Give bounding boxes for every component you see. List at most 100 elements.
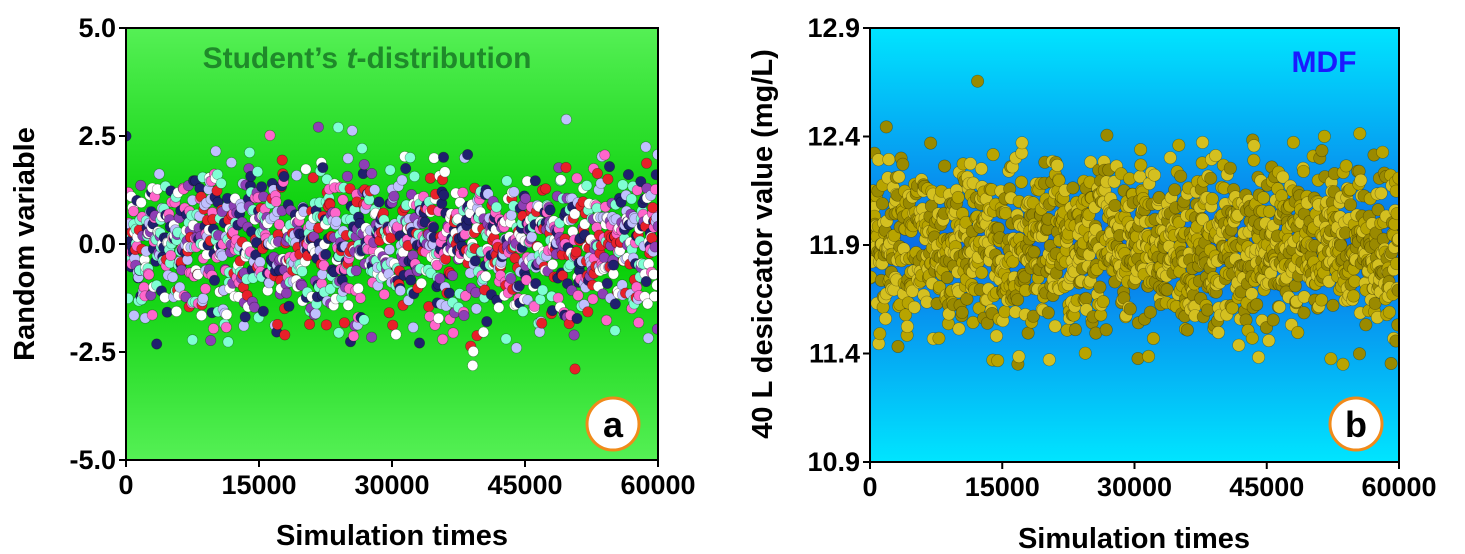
data-point: [248, 301, 260, 313]
x-tick-label: 15000: [221, 470, 296, 500]
chart-title-b: MDF: [1292, 46, 1357, 79]
data-point: [572, 289, 584, 301]
data-point: [1344, 198, 1358, 212]
data-point: [1096, 295, 1110, 309]
data-point: [437, 333, 449, 345]
data-point: [951, 190, 965, 204]
data-point: [221, 309, 233, 321]
data-point: [517, 305, 529, 317]
data-point: [648, 268, 658, 280]
data-point: [601, 277, 613, 289]
data-point: [239, 311, 251, 323]
data-point: [404, 152, 416, 164]
data-point: [510, 342, 522, 354]
data-point: [413, 337, 425, 349]
data-point: [513, 280, 525, 292]
data-point: [1315, 293, 1329, 307]
data-point: [1391, 318, 1399, 332]
data-point: [529, 175, 541, 187]
data-point: [873, 327, 887, 341]
data-point: [986, 148, 1000, 162]
data-point: [387, 319, 399, 331]
data-point: [135, 179, 147, 191]
data-point: [366, 331, 378, 343]
data-point: [460, 290, 472, 302]
data-point: [924, 136, 938, 150]
data-point: [462, 149, 474, 161]
y-axis-label-a: Random variable: [9, 127, 41, 361]
data-point: [321, 173, 333, 185]
data-point: [1142, 349, 1156, 363]
data-point: [254, 256, 266, 268]
data-point: [1042, 353, 1056, 367]
data-point: [1273, 300, 1287, 314]
data-point: [215, 177, 227, 189]
data-point: [153, 168, 165, 180]
data-point: [963, 157, 977, 171]
data-point: [350, 265, 362, 277]
data-point: [356, 143, 368, 155]
data-point: [907, 300, 921, 314]
data-point: [373, 196, 385, 208]
data-point: [378, 288, 390, 300]
data-point: [434, 272, 446, 284]
data-point: [208, 323, 220, 335]
data-point: [212, 168, 224, 180]
data-point: [1015, 136, 1029, 150]
data-point: [1247, 139, 1261, 153]
data-point: [641, 157, 653, 169]
data-point: [560, 162, 572, 174]
data-point: [458, 309, 470, 321]
data-point: [271, 318, 283, 330]
x-tick-label: 45000: [1229, 472, 1304, 502]
data-point: [537, 284, 549, 296]
data-point: [891, 339, 905, 353]
data-point: [875, 197, 889, 211]
data-point: [273, 219, 285, 231]
data-point: [971, 74, 985, 88]
data-point: [291, 170, 303, 182]
data-point: [1143, 305, 1157, 319]
data-point: [1252, 350, 1266, 364]
data-point: [1257, 191, 1271, 205]
data-point: [1245, 287, 1259, 301]
data-point: [1354, 173, 1368, 187]
data-point: [635, 176, 647, 188]
data-point: [1291, 325, 1305, 339]
data-point: [1148, 168, 1162, 182]
data-point: [607, 259, 619, 271]
data-point: [1353, 127, 1367, 141]
y-tick-label: 10.9: [807, 447, 860, 477]
data-point: [244, 147, 256, 159]
data-point: [390, 328, 402, 340]
data-point: [135, 197, 147, 209]
data-point: [940, 271, 954, 285]
data-point: [446, 270, 458, 282]
data-point: [428, 152, 440, 164]
data-point: [1026, 309, 1040, 323]
data-point: [1368, 296, 1382, 310]
data-point: [165, 250, 177, 262]
data-point: [1174, 169, 1188, 183]
data-point: [1079, 291, 1093, 305]
x-tick-label: 15000: [965, 472, 1040, 502]
data-point: [530, 278, 542, 290]
data-point: [384, 244, 396, 256]
data-point: [581, 180, 593, 192]
data-point: [1297, 306, 1311, 320]
data-point: [640, 275, 652, 287]
x-tick-label: 60000: [1361, 472, 1436, 502]
data-point: [174, 281, 186, 293]
data-point: [1262, 334, 1276, 348]
data-point: [633, 317, 645, 329]
data-point: [210, 145, 222, 157]
data-point: [1163, 151, 1177, 165]
data-point: [896, 157, 910, 171]
x-axis-label-a: Simulation times: [276, 520, 508, 552]
data-point: [1223, 161, 1237, 175]
data-point: [569, 363, 581, 375]
data-point: [642, 298, 654, 310]
data-point: [283, 300, 295, 312]
data-point: [354, 292, 366, 304]
